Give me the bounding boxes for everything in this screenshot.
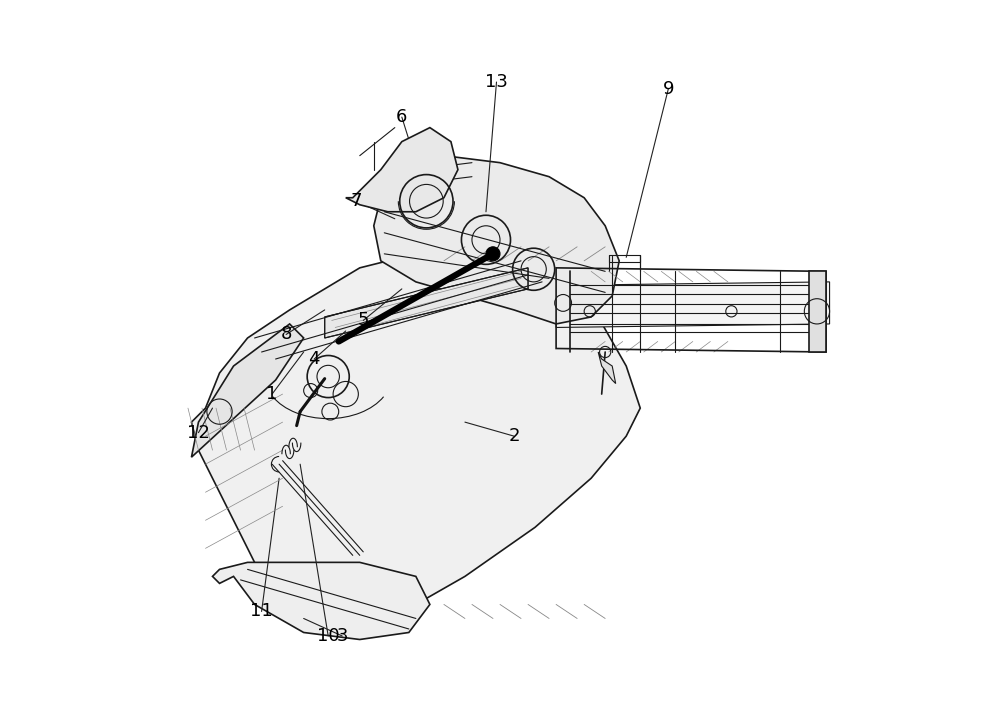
Circle shape bbox=[486, 247, 500, 261]
Text: 13: 13 bbox=[485, 73, 508, 91]
Text: 2: 2 bbox=[508, 427, 520, 445]
Text: 8: 8 bbox=[280, 325, 292, 344]
Polygon shape bbox=[212, 562, 430, 639]
Text: 9: 9 bbox=[663, 80, 674, 98]
Text: 5: 5 bbox=[358, 311, 369, 329]
Polygon shape bbox=[556, 282, 830, 327]
Text: 10: 10 bbox=[317, 627, 340, 645]
Polygon shape bbox=[191, 324, 304, 457]
Text: 3: 3 bbox=[336, 627, 348, 645]
Polygon shape bbox=[598, 352, 616, 384]
Polygon shape bbox=[325, 268, 528, 338]
Polygon shape bbox=[346, 127, 458, 212]
Text: 7: 7 bbox=[350, 192, 362, 210]
Text: 6: 6 bbox=[396, 108, 408, 126]
Text: 12: 12 bbox=[187, 424, 210, 441]
Text: 4: 4 bbox=[308, 350, 320, 368]
Polygon shape bbox=[809, 271, 826, 352]
Polygon shape bbox=[374, 156, 619, 324]
Text: 1: 1 bbox=[266, 385, 278, 403]
Polygon shape bbox=[191, 247, 640, 619]
Text: 11: 11 bbox=[250, 603, 273, 620]
